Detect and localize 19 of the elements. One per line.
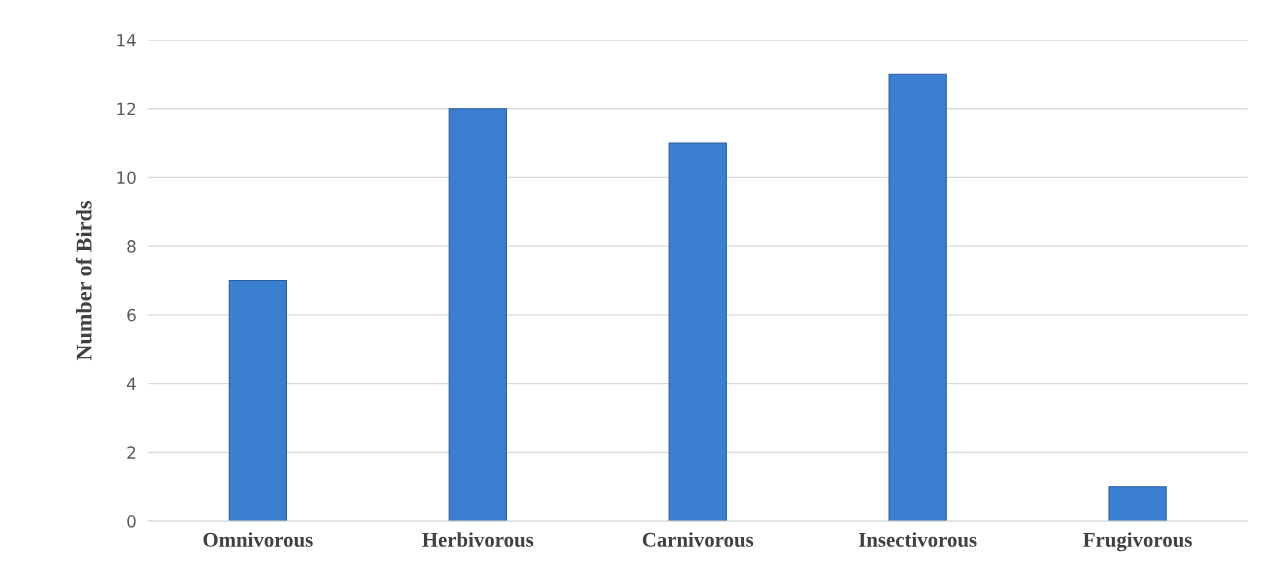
bar <box>448 108 507 522</box>
x-tick-label: Herbivorous <box>422 532 534 547</box>
x-tick-label: Carnivorous <box>642 532 754 547</box>
x-tick-label: Omnivorous <box>203 532 313 547</box>
y-tick-label: 2 <box>127 446 136 459</box>
y-axis-title: Number of Birds <box>75 201 92 361</box>
y-tick-label: 6 <box>127 308 136 322</box>
bar <box>888 73 947 522</box>
y-tick-label: 0 <box>127 515 136 528</box>
bar <box>668 142 727 522</box>
x-tick-label: Insectivorous <box>858 532 977 547</box>
bar <box>228 279 288 522</box>
y-tick-label: 10 <box>117 171 136 184</box>
x-tick-label: Frugivorous <box>1083 532 1192 552</box>
bar <box>1108 486 1167 522</box>
y-tick-label: 12 <box>117 102 136 116</box>
y-tick-label: 14 <box>117 34 136 47</box>
y-tick-label: 8 <box>127 240 136 253</box>
y-tick-label: 4 <box>126 377 136 390</box>
